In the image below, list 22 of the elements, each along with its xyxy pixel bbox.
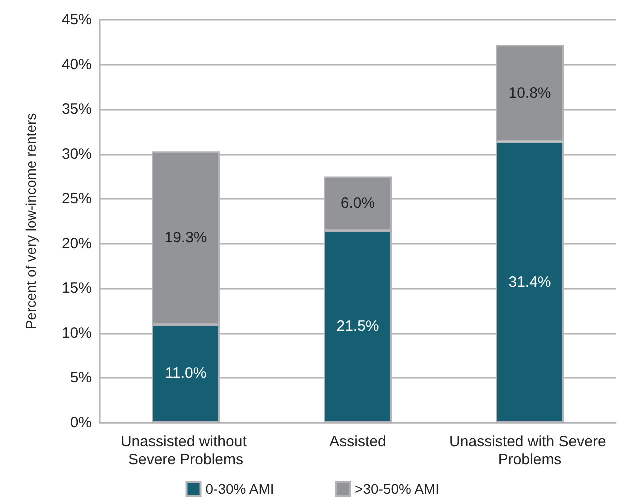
y-tick-label: 5% xyxy=(70,370,92,387)
y-axis-title: Percent of very low-income renters xyxy=(23,113,39,330)
data-label: 11.0% xyxy=(165,365,207,382)
y-tick-label: 40% xyxy=(62,56,92,74)
x-tick-label: Unassisted without Severe Problems xyxy=(120,434,252,468)
y-tick-label: 15% xyxy=(62,280,92,298)
y-tick-label: 25% xyxy=(62,190,92,208)
legend-label: 0-30% AMI xyxy=(206,481,274,497)
y-tick-label: 20% xyxy=(62,235,92,252)
data-label: 21.5% xyxy=(336,318,380,336)
legend-label: >30-50% AMI xyxy=(355,481,440,497)
y-tick-label: 35% xyxy=(62,101,92,118)
data-label: 10.8% xyxy=(508,84,552,102)
y-tick-label: 10% xyxy=(62,324,92,342)
x-tick-label: Assisted xyxy=(330,434,386,450)
data-label: 6.0% xyxy=(340,195,376,212)
data-label: 19.3% xyxy=(164,230,208,247)
data-label: 31.4% xyxy=(508,274,552,291)
y-tick-label: 45% xyxy=(62,12,92,28)
x-tick-label: Unassisted with Severe Problems xyxy=(450,434,610,468)
y-tick-label: 30% xyxy=(62,146,92,163)
y-tick-label: 0% xyxy=(70,414,92,432)
